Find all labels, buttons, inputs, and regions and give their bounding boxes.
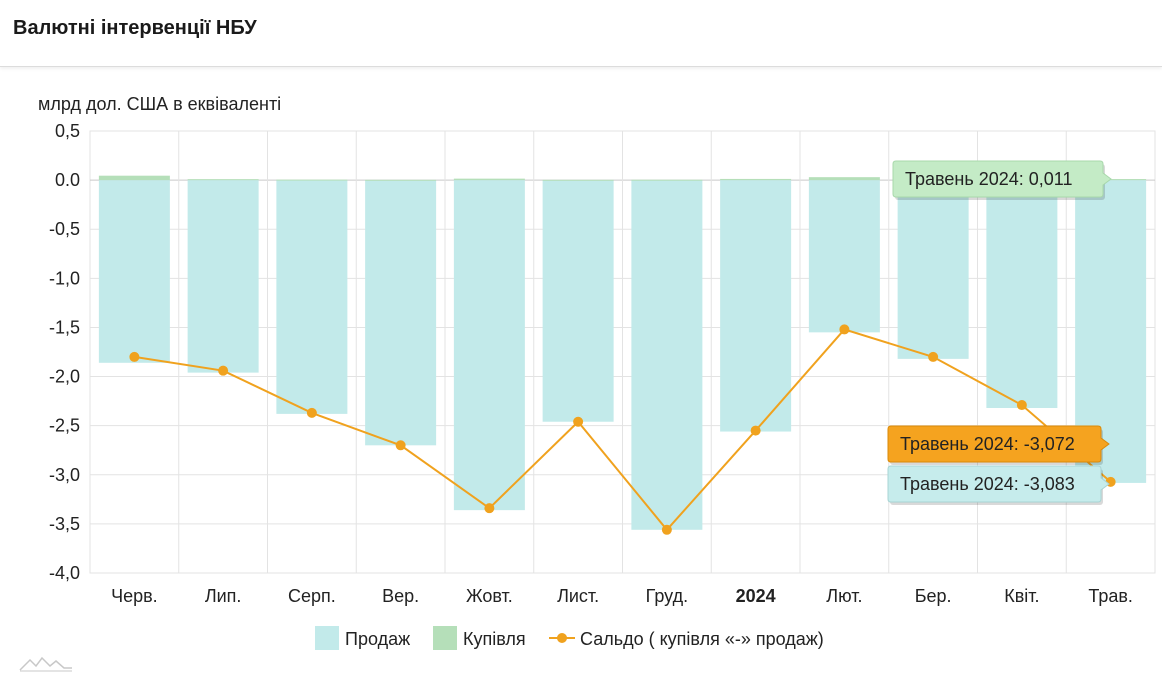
balance-point <box>573 416 584 427</box>
balance-point <box>1016 400 1027 411</box>
purchase-bar <box>542 179 614 181</box>
y-tick-label: -1,5 <box>49 317 80 337</box>
tooltip-box <box>887 425 1110 463</box>
x-tick-label: Жовт. <box>466 586 513 606</box>
page-title: Валютні інтервенції НБУ <box>13 17 257 39</box>
legend-label-sales: Продаж <box>345 629 410 649</box>
x-tick-label: Лист. <box>557 586 599 606</box>
x-tick-label: Лют. <box>826 586 862 606</box>
purchase-bar <box>453 178 525 181</box>
x-tick-label: Бер. <box>915 586 952 606</box>
x-tick-label: Лип. <box>205 586 242 606</box>
sales-bar <box>720 180 792 432</box>
sales-bar <box>276 180 348 414</box>
legend-swatch-purchase <box>433 626 457 650</box>
sales-bar <box>897 180 969 359</box>
tooltip-text: Травень 2024: 0,011 <box>905 169 1072 189</box>
y-axis-label: млрд дол. США в еквіваленті <box>38 94 281 114</box>
balance-line <box>134 328 1112 532</box>
tooltip: Травень 2024: 0,011 <box>892 160 1112 200</box>
sales-bar <box>365 180 437 446</box>
y-tick-label: -2,0 <box>49 367 80 387</box>
y-tick-label: -2,5 <box>49 416 80 436</box>
tooltip-box <box>892 160 1112 198</box>
y-tick-label: -3,0 <box>49 465 80 485</box>
balance-point <box>928 351 939 362</box>
legend-label-balance: Сальдо ( купівля «-» продаж) <box>580 629 824 649</box>
x-tick-label: Груд. <box>646 586 688 606</box>
balance-point <box>129 351 140 362</box>
tooltip: Травень 2024: -3,083 <box>887 465 1110 505</box>
balance-point <box>750 425 761 436</box>
balance-point <box>395 440 406 451</box>
legend-swatch-sales <box>315 626 339 650</box>
tooltip-text: Травень 2024: -3,083 <box>900 474 1075 494</box>
purchase-bar <box>808 177 880 181</box>
purchase-bar <box>720 178 792 181</box>
balance-point <box>306 407 317 418</box>
sales-bar <box>453 180 525 511</box>
sales-bar <box>986 180 1058 408</box>
legend-label-purchase: Купівля <box>463 629 526 649</box>
intervention-chart: млрд дол. США в еквіваленті 0,5 0.0 -0,5 -1… <box>38 94 1156 650</box>
y-tick-label: -0,5 <box>49 219 80 239</box>
x-tick-label: Серп. <box>288 586 336 606</box>
balance-point <box>218 365 229 376</box>
y-tick-label: 0,5 <box>55 121 80 141</box>
y-tick-label: -4,0 <box>49 563 80 583</box>
purchase-bar <box>365 179 437 181</box>
balance-point <box>839 324 850 335</box>
tooltip-text: Травень 2024: -3,072 <box>900 434 1075 454</box>
sales-bar <box>187 180 259 373</box>
legend-swatch-balance-point <box>557 633 567 643</box>
x-tick-label: Квіт. <box>1004 586 1039 606</box>
purchase-bar <box>276 179 348 181</box>
x-tick-label: Вер. <box>382 586 419 606</box>
balance-point <box>661 524 672 535</box>
purchase-bar <box>631 179 703 181</box>
y-tick-label: -1,0 <box>49 268 80 288</box>
sales-bar <box>98 180 170 363</box>
header: Валютні інтервенції НБУ <box>0 0 1162 67</box>
x-tick-label: 2024 <box>736 586 776 606</box>
tooltip: Травень 2024: -3,072 <box>887 425 1110 465</box>
y-tick-label: 0.0 <box>55 170 80 190</box>
sales-bar <box>542 180 614 422</box>
sales-bar <box>808 180 880 333</box>
purchase-bar <box>187 179 259 181</box>
balance-point <box>484 503 495 514</box>
purchase-bar <box>98 175 170 181</box>
sales-bar <box>631 180 703 530</box>
brand-logo-icon <box>19 656 72 672</box>
x-tick-label: Черв. <box>111 586 158 606</box>
tooltip-box <box>887 465 1110 503</box>
y-tick-label: -3,5 <box>49 514 80 534</box>
x-tick-label: Трав. <box>1088 586 1133 606</box>
